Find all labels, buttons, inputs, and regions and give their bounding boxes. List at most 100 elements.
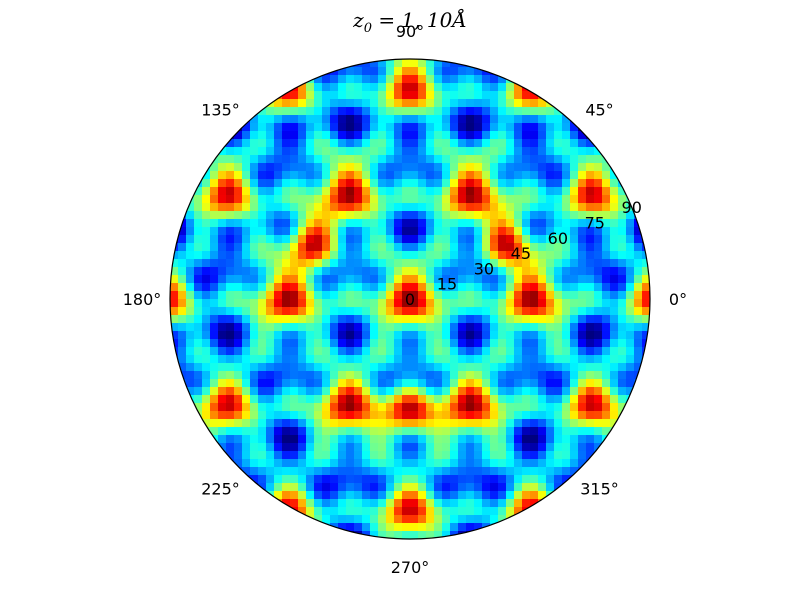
heatmap-cell [506,371,515,380]
heatmap-cell [242,283,251,292]
heatmap-cell [386,171,395,180]
heatmap-cell [474,307,483,316]
heatmap-cell [274,171,283,180]
heatmap-cell [490,499,499,508]
heatmap-cell [458,267,467,276]
heatmap-cell [306,219,315,228]
heatmap-cell [234,147,243,156]
heatmap-cell [306,507,315,516]
heatmap-cell [234,179,243,188]
heatmap-cell [226,427,235,436]
heatmap-cell [458,363,467,372]
heatmap-cell [498,363,507,372]
heatmap-cell [226,195,235,204]
heatmap-cell [474,139,483,148]
heatmap-cell [282,219,291,228]
heatmap-cell [314,147,323,156]
heatmap-cell [418,275,427,284]
heatmap-cell [362,347,371,356]
heatmap-cell [250,387,259,396]
heatmap-cell [210,267,219,276]
heatmap-cell [282,403,291,412]
heatmap-cell [306,243,315,252]
heatmap-cell [362,435,371,444]
heatmap-cell [330,123,339,132]
heatmap-cell [354,403,363,412]
heatmap-cell [274,307,283,316]
heatmap-cell [322,395,331,404]
heatmap-cell [426,483,435,492]
heatmap-cell [570,387,579,396]
heatmap-cell [426,283,435,292]
heatmap-cell [386,339,395,348]
heatmap-cell [274,187,283,196]
heatmap-cell [242,259,251,268]
heatmap-cell [538,147,547,156]
heatmap-cell [234,323,243,332]
heatmap-cell [490,339,499,348]
heatmap-cell [474,387,483,396]
heatmap-cell [426,83,435,92]
heatmap-cell [410,91,419,100]
heatmap-cell [546,187,555,196]
heatmap-cell [418,395,427,404]
heatmap-cell [362,299,371,308]
heatmap-cell [418,419,427,428]
heatmap-cell [450,315,459,324]
heatmap-cell [418,139,427,148]
heatmap-cell [530,251,539,260]
heatmap-cell [242,323,251,332]
heatmap-cell [522,107,531,116]
heatmap-cell [178,323,187,332]
heatmap-cell [346,307,355,316]
heatmap-cell [562,451,571,460]
heatmap-cell [418,211,427,220]
heatmap-cell [450,283,459,292]
heatmap-cell [426,251,435,260]
heatmap-cell [562,251,571,260]
heatmap-cell [290,243,299,252]
heatmap-cell [370,531,379,539]
heatmap-cell [426,475,435,484]
heatmap-cell [346,299,355,308]
heatmap-cell [602,275,611,284]
heatmap-cell [450,395,459,404]
heatmap-cell [242,475,251,484]
heatmap-cell [330,427,339,436]
heatmap-cell [314,131,323,140]
heatmap-cell [266,203,275,212]
heatmap-cell [362,411,371,420]
heatmap-cell [354,99,363,108]
heatmap-cell [314,331,323,340]
heatmap-cell [610,379,619,388]
heatmap-cell [546,147,555,156]
heatmap-cell [394,435,403,444]
heatmap-cell [554,395,563,404]
heatmap-cell [386,427,395,436]
heatmap-cell [418,67,427,76]
heatmap-cell [458,339,467,348]
heatmap-cell [570,371,579,380]
heatmap-cell [410,491,419,500]
angular-tick-label: 135° [201,100,240,119]
heatmap-cell [530,227,539,236]
heatmap-cell [458,155,467,164]
heatmap-cell [322,267,331,276]
heatmap-cell [234,467,243,476]
heatmap-cell [450,107,459,116]
heatmap-cell [530,195,539,204]
heatmap-cell [202,403,211,412]
heatmap-cell [594,307,603,316]
heatmap-cell [242,235,251,244]
heatmap-cell [170,259,179,268]
heatmap-cell [354,107,363,116]
heatmap-cell [290,483,299,492]
heatmap-cell [338,387,347,396]
heatmap-cell [434,499,443,508]
heatmap-cell [522,315,531,324]
heatmap-cell [234,435,243,444]
heatmap-cell [186,339,195,348]
heatmap-cell [514,187,523,196]
heatmap-cell [338,219,347,228]
heatmap-cell [498,83,507,92]
